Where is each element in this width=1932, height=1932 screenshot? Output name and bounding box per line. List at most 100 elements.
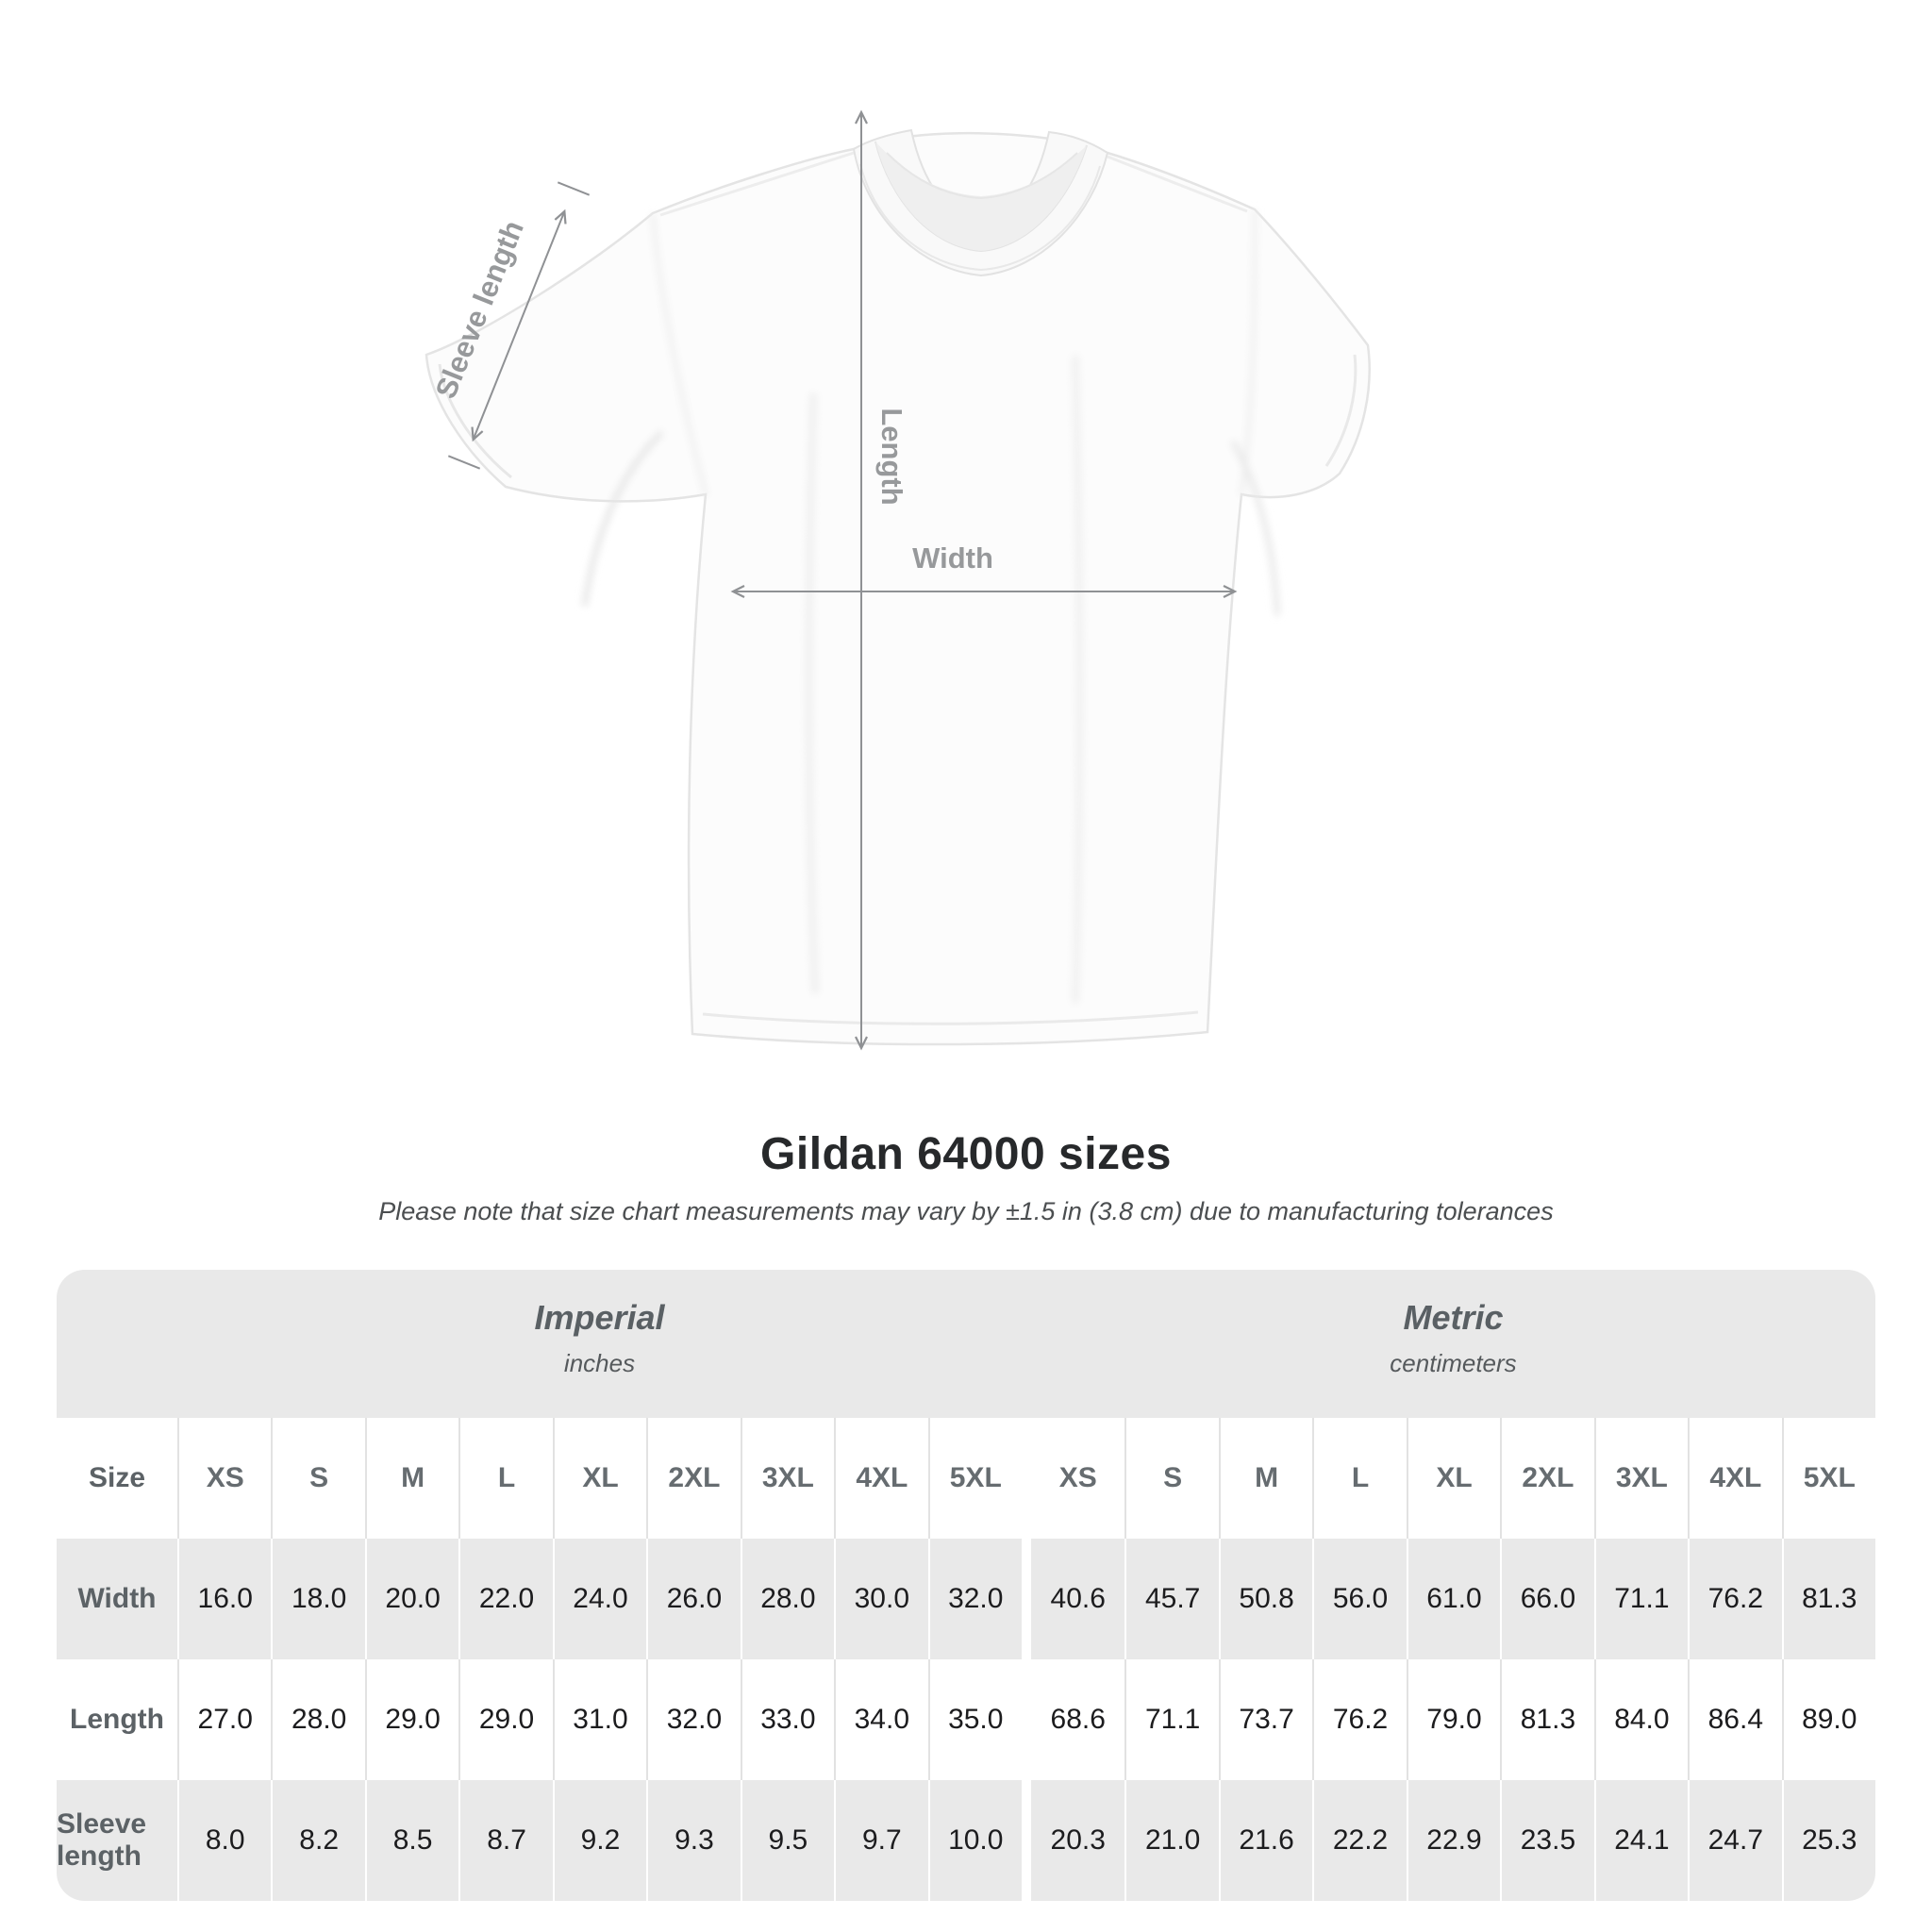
tshirt-illustration [425,128,1371,1046]
size-row-label: Size [57,1418,177,1539]
size-header-metric: 5XL [1781,1418,1875,1539]
table-cell: 32.0 [927,1539,1022,1659]
size-header-imperial: L [458,1418,553,1539]
table-cell: 22.0 [458,1539,552,1659]
table-cell: 20.0 [364,1539,458,1659]
table-cell: 9.3 [646,1780,740,1901]
table-cell: 22.9 [1406,1780,1500,1901]
length-label: Length [875,408,908,505]
table-cell: 31.0 [552,1659,647,1780]
table-cell: 33.0 [740,1659,835,1780]
table-cell: 76.2 [1688,1539,1781,1659]
table-cell: 25.3 [1781,1780,1875,1901]
size-header-metric: M [1218,1418,1313,1539]
table-cell: 18.0 [271,1539,364,1659]
size-header-imperial: 2XL [646,1418,741,1539]
table-cell: 24.0 [552,1539,646,1659]
table-cell: 16.0 [177,1539,271,1659]
table-cell: 28.0 [740,1539,834,1659]
table-cell: 79.0 [1406,1659,1501,1780]
size-header-metric: L [1312,1418,1407,1539]
table-cell: 40.6 [1050,1583,1106,1614]
table-cell: 8.0 [177,1780,271,1901]
table-cell: 8.5 [364,1780,458,1901]
imperial-header: Imperial inches [177,1270,1022,1418]
imperial-title: Imperial [534,1298,665,1337]
size-header-imperial: 4XL [834,1418,928,1539]
table-cell: 22.2 [1312,1780,1406,1901]
size-header-metric: 4XL [1688,1418,1782,1539]
section-divider [1021,1780,1031,1901]
headline: Gildan 64000 sizes Please note that size… [0,1128,1932,1226]
table-cell: 9.5 [740,1780,834,1901]
size-header-metric: XS [1030,1418,1125,1539]
sleeve-length-arrow [447,181,591,470]
table-cell: 21.0 [1124,1780,1218,1901]
measurement-annotations [447,109,1238,1051]
tshirt-measurement-diagram: Sleeve length Length Width [425,109,1371,1051]
size-grid: Size XS S M L XL 2XL 3XL 4XL 5XL XS S M … [57,1418,1875,1901]
size-header-imperial: 5XL [927,1418,1022,1539]
tolerance-note: Please note that size chart measurements… [378,1197,1554,1225]
size-header-metric: 3XL [1593,1418,1689,1539]
size-header-imperial: 3XL [740,1418,835,1539]
table-cell: 35.0 [927,1659,1022,1780]
table-cell: 71.1 [1124,1659,1219,1780]
table-cell: 8.2 [271,1780,364,1901]
table-cell: 45.7 [1124,1539,1218,1659]
table-cell: 34.0 [834,1659,928,1780]
size-header-imperial: XL [552,1418,647,1539]
table-cell: 27.0 [177,1659,272,1780]
metric-title: Metric [1403,1298,1504,1337]
table-cell: 32.0 [646,1659,741,1780]
page-title: Gildan 64000 sizes [760,1129,1172,1179]
section-divider [1021,1659,1031,1780]
collar [852,128,1109,277]
table-cell: 20.3 [1050,1824,1106,1856]
table-cell: 71.1 [1593,1539,1688,1659]
table-cell: 50.8 [1218,1539,1312,1659]
section-divider [1021,1539,1031,1659]
table-cell: 66.0 [1500,1539,1593,1659]
section-divider [1021,1418,1031,1539]
table-cell: 9.7 [834,1780,927,1901]
size-header-imperial: S [271,1418,365,1539]
band-spacer [57,1270,177,1418]
size-header-metric: 2XL [1500,1418,1594,1539]
table-cell: 30.0 [834,1539,927,1659]
row-label-width: Width [77,1583,157,1614]
unit-header-band: Imperial inches Metric centimeters [57,1270,1875,1418]
table-cell: 24.7 [1688,1780,1781,1901]
table-cell: 24.1 [1593,1780,1688,1901]
size-header-imperial: XS [177,1418,272,1539]
size-header-imperial: M [364,1418,459,1539]
metric-unit: centimeters [1390,1349,1517,1377]
table-cell: 73.7 [1218,1659,1313,1780]
table-cell: 68.6 [1030,1659,1125,1780]
table-cell: 81.3 [1500,1659,1594,1780]
table-cell: 29.0 [364,1659,459,1780]
table-cell: 8.7 [458,1780,552,1901]
table-cell: 26.0 [646,1539,740,1659]
row-label-sleeve-length: Sleeve length [57,1808,147,1872]
table-cell: 9.2 [552,1780,646,1901]
metric-header: Metric centimeters [1031,1270,1875,1418]
size-table: Imperial inches Metric centimeters Size … [57,1270,1875,1901]
table-cell: 89.0 [1781,1659,1875,1780]
table-cell: 84.0 [1593,1659,1689,1780]
table-cell: 10.0 [927,1780,1022,1901]
table-cell: 81.3 [1781,1539,1875,1659]
table-cell: 23.5 [1500,1780,1593,1901]
row-label-length: Length [57,1659,177,1780]
table-cell: 28.0 [271,1659,365,1780]
width-label: Width [912,541,993,575]
band-spacer [1022,1270,1031,1418]
size-header-metric: S [1124,1418,1219,1539]
table-cell: 86.4 [1688,1659,1782,1780]
size-header-metric: XL [1406,1418,1501,1539]
table-cell: 76.2 [1312,1659,1407,1780]
imperial-unit: inches [563,1349,636,1377]
table-cell: 29.0 [458,1659,553,1780]
table-cell: 56.0 [1312,1539,1406,1659]
